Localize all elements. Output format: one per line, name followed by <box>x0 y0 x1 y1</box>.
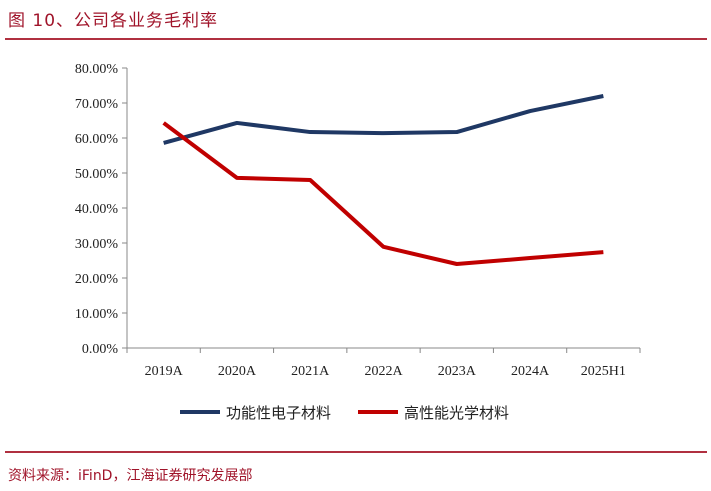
y-tick-label: 30.00% <box>75 237 119 252</box>
x-tick-label: 2021A <box>291 364 330 379</box>
y-tick-label: 10.00% <box>75 307 119 322</box>
x-tick-label: 2019A <box>145 364 184 379</box>
legend-label-2: 高性能光学材料 <box>404 404 509 422</box>
y-tick-label: 20.00% <box>75 272 119 287</box>
source-note: 资料来源：iFinD，江海证券研究发展部 <box>8 468 253 484</box>
series-line-1 <box>163 94 604 145</box>
x-tick-label: 2024A <box>511 364 550 379</box>
figure-title: 图 10、公司各业务毛利率 <box>8 11 219 31</box>
y-tick-label: 0.00% <box>82 342 119 357</box>
legend-label-1: 功能性电子材料 <box>226 404 331 422</box>
y-tick-label: 40.00% <box>75 202 119 217</box>
source-divider <box>5 451 707 453</box>
series-line-2 <box>162 121 604 266</box>
y-tick-label: 80.00% <box>75 62 119 77</box>
y-tick-label: 70.00% <box>75 97 119 112</box>
y-tick-label: 60.00% <box>75 132 119 147</box>
title-divider <box>5 38 707 40</box>
x-tick-label: 2025H1 <box>581 364 626 379</box>
x-tick-label: 2022A <box>364 364 403 379</box>
x-tick-label: 2020A <box>218 364 257 379</box>
y-tick-label: 50.00% <box>75 167 119 182</box>
x-tick-label: 2023A <box>438 364 477 379</box>
